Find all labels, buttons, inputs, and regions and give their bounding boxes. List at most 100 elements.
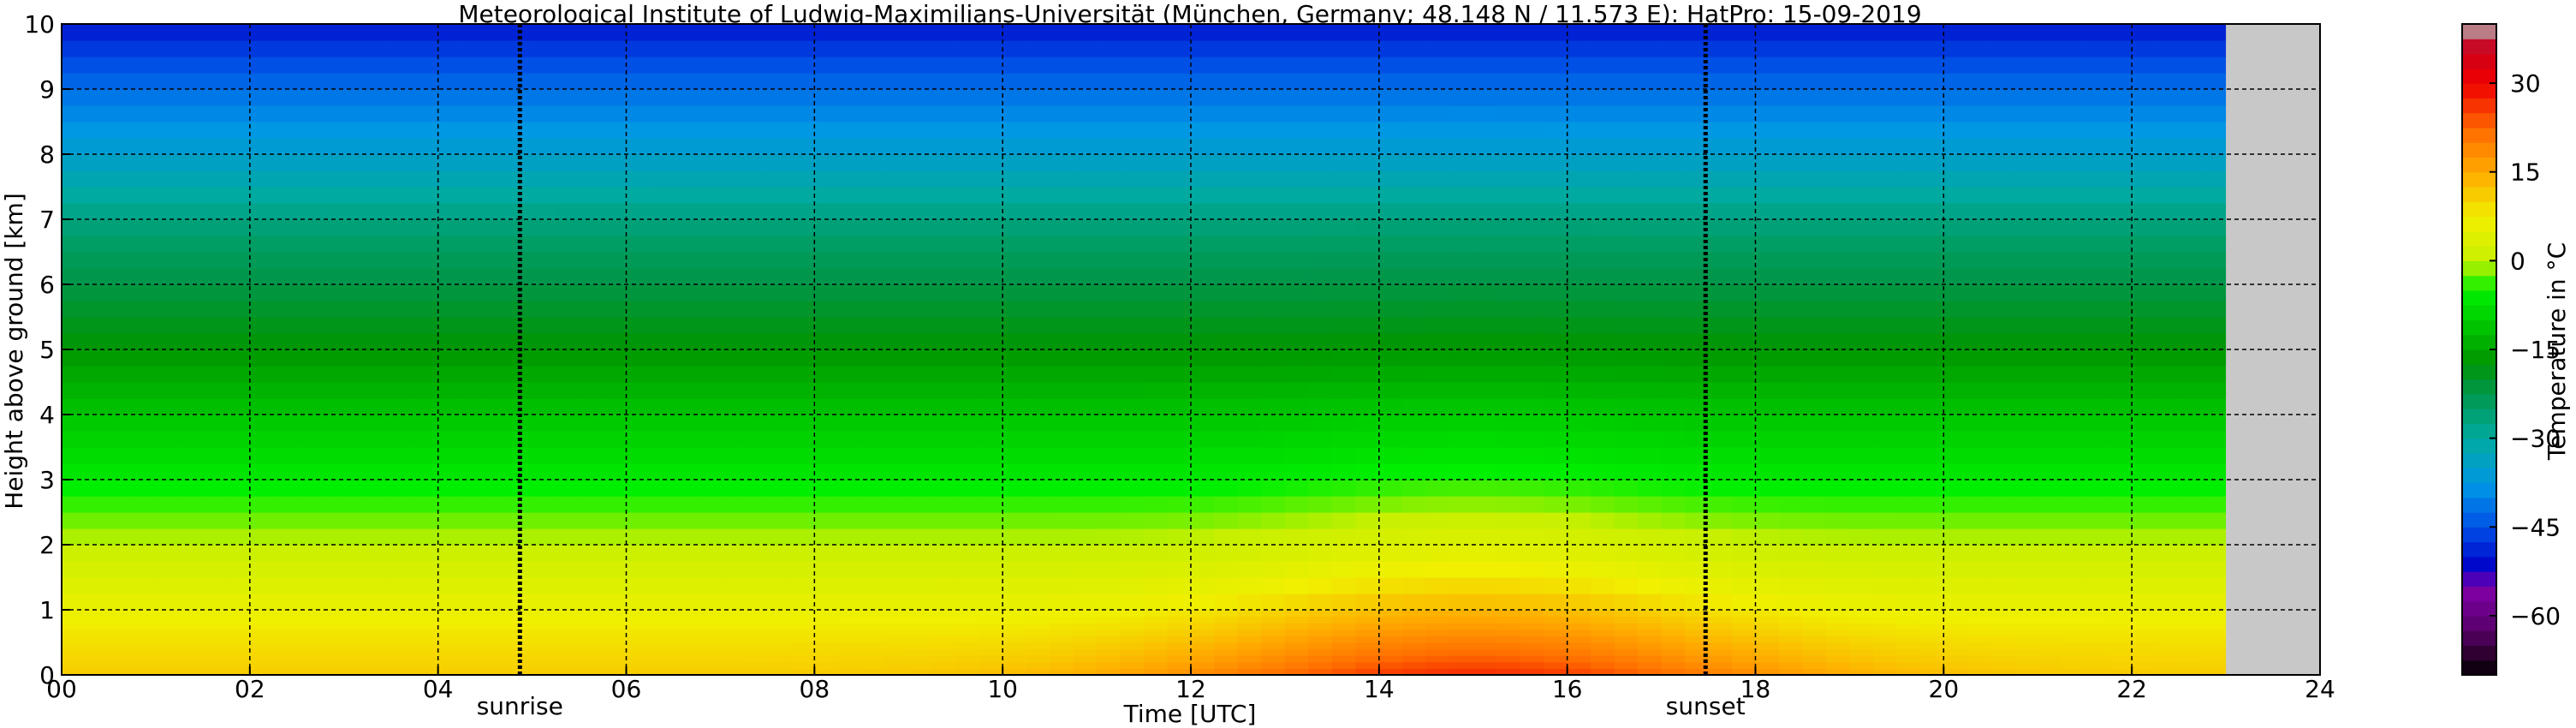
heatmap-cell (2155, 431, 2180, 448)
heatmap-cell (249, 105, 274, 122)
heatmap-cell (249, 252, 274, 269)
heatmap-cell (202, 594, 227, 611)
heatmap-cell (931, 528, 956, 546)
heatmap-cell (1685, 301, 1710, 318)
heatmap-cell (1778, 528, 1804, 546)
heatmap-cell (1567, 333, 1591, 350)
heatmap-cell (1567, 219, 1591, 236)
heatmap-cell (1825, 252, 1851, 269)
heatmap-cell (108, 629, 134, 636)
heatmap-cell (1685, 415, 1710, 432)
heatmap-cell (837, 57, 862, 74)
heatmap-cell (908, 661, 933, 669)
heatmap-cell (1308, 73, 1333, 90)
heatmap-cell (1896, 545, 1921, 562)
heatmap-cell (2155, 480, 2180, 497)
heatmap-cell (1755, 219, 1780, 236)
heatmap-cell (1638, 203, 1663, 220)
heatmap-cell (1778, 512, 1804, 529)
heatmap-cell (884, 268, 909, 285)
heatmap-cell (1097, 431, 1121, 448)
heatmap-cell (202, 398, 227, 415)
heatmap-cell (1896, 187, 1921, 204)
heatmap-cell (884, 447, 909, 464)
heatmap-cell (556, 57, 580, 74)
heatmap-cell (108, 623, 134, 630)
heatmap-cell (461, 170, 486, 188)
heatmap-cell (1449, 236, 1474, 253)
heatmap-cell (1708, 73, 1733, 90)
heatmap-cell (343, 382, 368, 399)
heatmap-cell (1567, 252, 1591, 269)
heatmap-cell (1026, 284, 1050, 301)
heatmap-cell (1919, 447, 1944, 464)
heatmap-cell (62, 24, 86, 41)
heatmap-cell (62, 561, 86, 578)
heatmap-cell (884, 366, 909, 383)
heatmap-cell (1144, 661, 1169, 669)
heatmap-cell (1896, 284, 1921, 301)
heatmap-cell (837, 496, 862, 513)
heatmap-cell (1591, 203, 1615, 220)
heatmap-cell (532, 236, 556, 253)
heatmap-cell (2061, 636, 2085, 643)
heatmap-cell (1050, 382, 1074, 399)
heatmap-cell (603, 236, 628, 253)
heatmap-cell (1544, 496, 1568, 513)
colorbar-cells (2462, 24, 2496, 676)
heatmap-cell (1567, 236, 1591, 253)
heatmap-cell (720, 623, 745, 630)
heatmap-cell (931, 431, 956, 448)
heatmap-cell (1661, 655, 1686, 663)
heatmap-cell (908, 268, 933, 285)
heatmap-cell (1896, 40, 1921, 57)
heatmap-cell (2085, 648, 2109, 656)
heatmap-cell (2038, 40, 2062, 57)
heatmap-cell (2132, 317, 2157, 334)
heatmap-cell (85, 154, 110, 171)
heatmap-cell (1449, 170, 1474, 188)
heatmap-cell (1896, 268, 1921, 285)
colorbar-cell (2462, 127, 2496, 143)
heatmap-cell (1990, 24, 2015, 41)
heatmap-cell (390, 40, 415, 57)
heatmap-cell (1378, 284, 1403, 301)
heatmap-cell (1614, 203, 1639, 220)
heatmap-cell (1284, 642, 1309, 650)
heatmap-cell (1261, 463, 1286, 480)
heatmap-cell (1802, 616, 1827, 624)
heatmap-cell (1214, 577, 1239, 594)
heatmap-cell (155, 636, 180, 643)
heatmap-cell (955, 219, 980, 236)
heatmap-cell (1472, 73, 1497, 90)
heatmap-cell (579, 577, 604, 594)
heatmap-cell (2132, 73, 2157, 90)
heatmap-cell (1496, 73, 1521, 90)
colorbar-cell (2462, 586, 2496, 602)
heatmap-cell (790, 561, 815, 578)
heatmap-cell (320, 268, 345, 285)
heatmap-cell (367, 268, 392, 285)
heatmap-cell (249, 333, 274, 350)
heatmap-cell (108, 40, 134, 57)
heatmap-cell (179, 431, 204, 448)
heatmap-cell (226, 24, 251, 41)
heatmap-cell (1002, 122, 1027, 139)
heatmap-cell (720, 105, 745, 122)
heatmap-cell (2085, 382, 2109, 399)
heatmap-cell (2061, 382, 2085, 399)
heatmap-cell (790, 284, 815, 301)
heatmap-cell (1685, 616, 1710, 624)
heatmap-cell (814, 561, 839, 578)
heatmap-cell (2108, 648, 2133, 656)
heatmap-cell (767, 73, 792, 90)
heatmap-cell (437, 528, 462, 546)
heatmap-cell (1331, 219, 1356, 236)
heatmap-cell (603, 252, 628, 269)
heatmap-cell (1073, 301, 1098, 318)
heatmap-cell (132, 655, 157, 663)
heatmap-cell (1567, 366, 1591, 383)
heatmap-cell (2202, 610, 2227, 618)
heatmap-cell (249, 594, 274, 611)
heatmap-cell (1191, 268, 1216, 285)
